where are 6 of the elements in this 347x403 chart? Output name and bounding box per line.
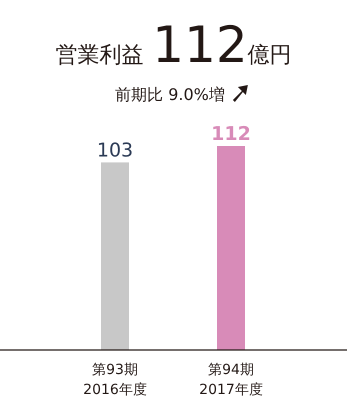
x-tick-label: 第93期 2016年度 [83,362,147,398]
data-label: 103 [96,139,134,162]
subtitle: 前期比 9.0%増 [115,85,225,104]
x-tick-label: 第94期 2017年度 [199,362,263,398]
title: 営業利益 112億円 [55,16,292,74]
data-label: 112 [211,123,251,145]
